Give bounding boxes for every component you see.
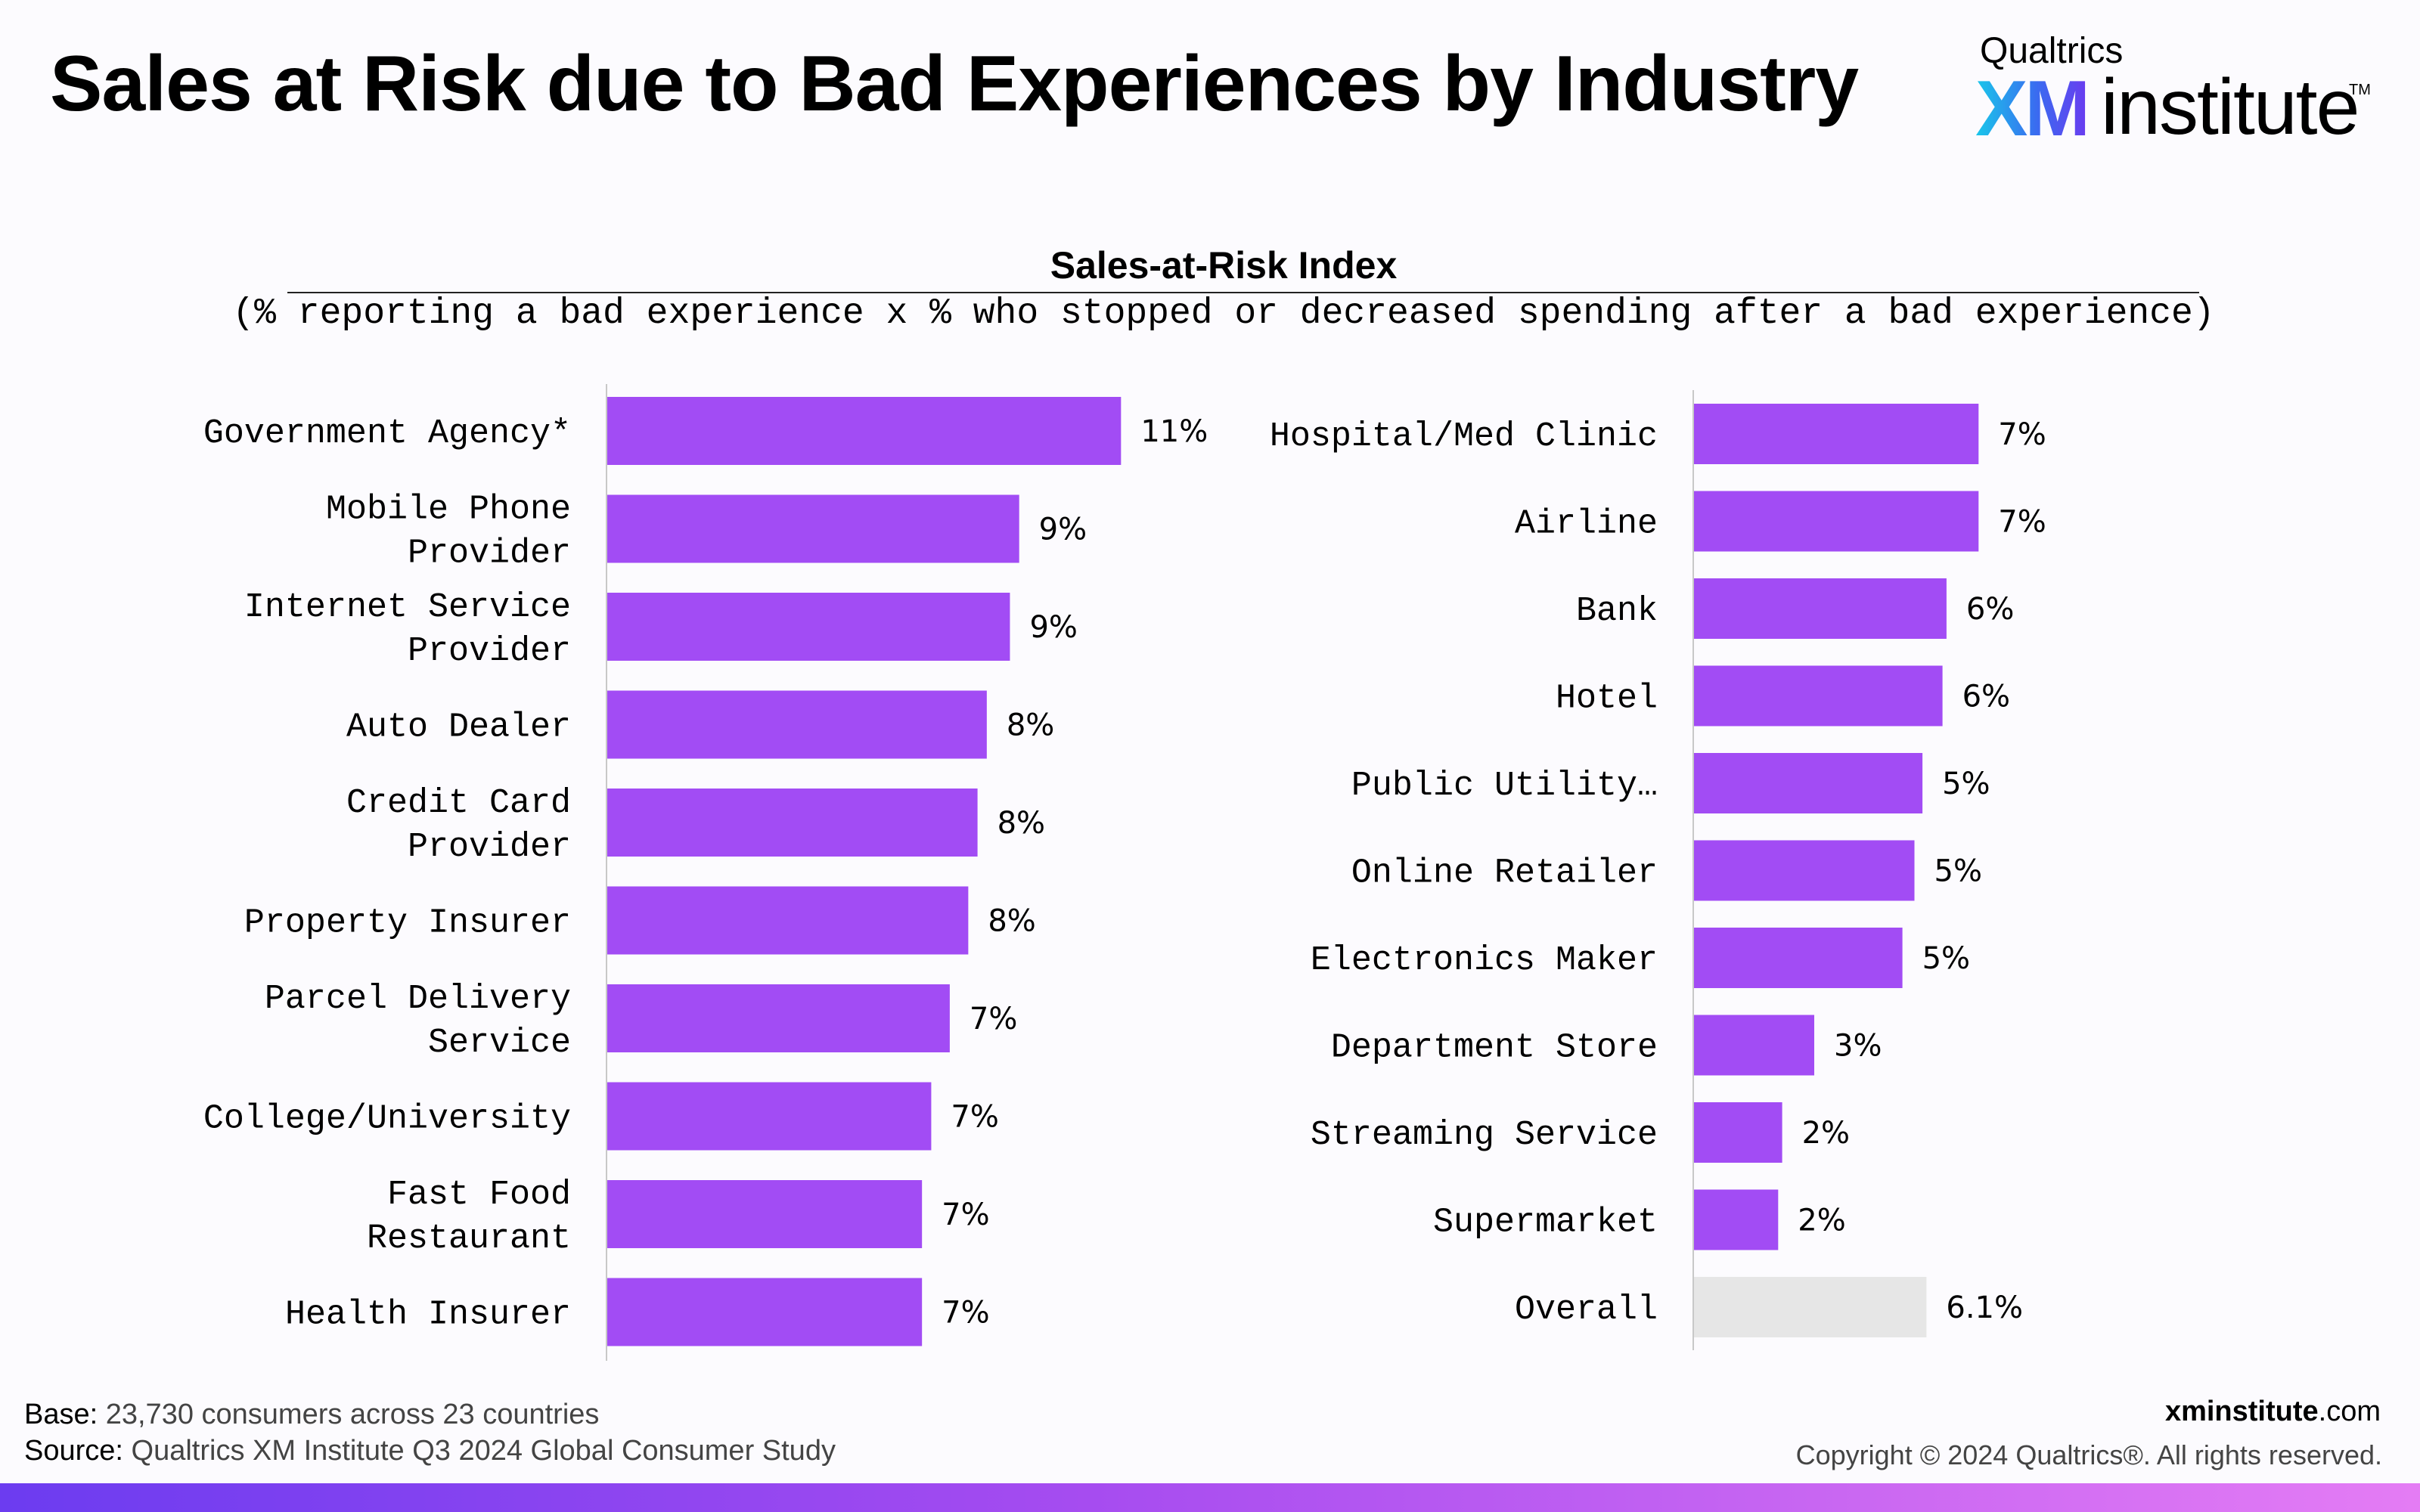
bar [607,593,1010,661]
category-label: Supermarket [1433,1204,1658,1242]
chart-title-underline [287,292,2199,293]
category-label: Auto Dealer [346,708,571,747]
category-label: Internet Service Provider [244,588,571,671]
bar [607,886,969,955]
base-text: 23,730 consumers across 23 countries [98,1399,600,1430]
category-label: Property Insurer [244,904,571,943]
category-label: College/University [203,1100,571,1139]
value-label: 9% [1039,513,1087,547]
category-label: Public Utility… [1351,767,1658,805]
logo-qualtrics-text: Qualtrics [1980,31,2124,71]
category-label: Overall [1515,1290,1658,1329]
category-label: Streaming Service [1311,1116,1658,1154]
bar [607,397,1122,465]
bar [607,1082,932,1151]
bar [1694,1102,1782,1163]
category-label: Government Agency* [203,414,571,453]
category-label: Electronics Maker [1311,941,1658,980]
source-text: Qualtrics XM Institute Q3 2024 Global Co… [123,1435,836,1467]
base-label: Base: [24,1399,98,1430]
category-label: Hotel [1556,680,1658,718]
category-label: Health Insurer [285,1296,571,1334]
chart-subtitle: (% reporting a bad experience x % who st… [232,293,2215,334]
chart-title: Sales-at-Risk Index [1050,244,1398,287]
bar-overall [1694,1277,1927,1337]
category-label: Online Retailer [1351,854,1658,893]
value-label: 9% [1029,610,1077,645]
bar [1694,840,1915,901]
value-label: 5% [1922,941,1970,976]
value-label: 6.1% [1946,1290,2023,1325]
logo-institute-text: institute [2101,64,2360,151]
source-label: Source: [24,1435,123,1467]
bar [607,1278,923,1346]
value-label: 8% [1007,708,1054,743]
bar [1694,1189,1779,1250]
value-label: 8% [988,904,1035,939]
value-label: 3% [1834,1029,1882,1064]
value-label: 2% [1802,1116,1850,1151]
bar [607,690,987,759]
value-label: 6% [1966,592,2014,627]
page-title: Sales at Risk due to Bad Experiences by … [50,40,1859,128]
category-label: Bank [1576,592,1658,631]
category-label: Parcel Delivery Service [265,980,571,1062]
bar [1694,1015,1814,1076]
copyright-text: Copyright © 2024 Qualtrics®. All rights … [1795,1439,2382,1470]
category-label: Fast Food Restaurant [367,1176,571,1258]
bar [1694,491,1979,552]
value-label: 11% [1140,414,1208,449]
xm-institute-logo: Qualtrics XM institute TM [1975,27,2371,153]
value-label: 7% [942,1198,989,1232]
logo-xm-text: XM [1975,65,2090,153]
site-bold: xminstitute [2164,1396,2319,1427]
value-label: 8% [997,806,1045,841]
bar [607,789,978,857]
bar [1694,753,1923,813]
value-label: 5% [1942,767,1990,801]
site-rest: .com [2318,1396,2381,1427]
category-label: Department Store [1331,1029,1658,1067]
category-label: Credit Card Provider [346,784,571,866]
category-label: Airline [1515,505,1658,544]
bar [1694,578,1947,639]
value-label: 5% [1934,854,1982,889]
website-link[interactable]: xminstitute.com [2165,1396,2381,1428]
bar [1694,928,1903,988]
value-label: 7% [951,1100,998,1135]
logo-trademark: TM [2349,82,2371,98]
footer-source: Source: Qualtrics XM Institute Q3 2024 G… [24,1435,836,1467]
bar [607,1180,923,1248]
value-label: 6% [1962,680,2010,714]
value-label: 7% [1998,505,2046,540]
bar [1694,404,1979,464]
category-label: Mobile Phone Provider [326,491,571,573]
bar [607,494,1019,563]
value-label: 7% [970,1002,1017,1036]
value-label: 2% [1798,1204,1845,1238]
bottom-gradient-band [0,1483,2420,1512]
value-label: 7% [942,1296,989,1331]
category-label: Hospital/Med Clinic [1270,417,1658,456]
bar [607,984,950,1052]
bar [1694,665,1943,727]
footer-base: Base: 23,730 consumers across 23 countri… [24,1399,599,1431]
value-label: 7% [1998,417,2046,452]
